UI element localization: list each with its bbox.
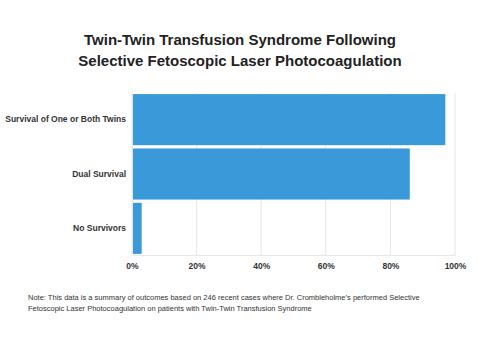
bars <box>132 94 445 254</box>
grid-line <box>132 93 133 255</box>
y-axis-line <box>132 94 133 256</box>
note-line: Note: This data is a summary of outcomes… <box>28 293 420 302</box>
plot: 0% 20% 40% 60% 80% 100% Survival of One or Bot… <box>5 93 467 271</box>
x-tick-label: 0% <box>126 261 139 271</box>
bar <box>132 203 142 254</box>
chart: Twin-Twin Transfusion Syndrome Following… <box>0 0 480 360</box>
x-tick: 80% <box>382 255 399 271</box>
x-tick-label: 40% <box>253 261 270 271</box>
note: Note: This data is a summary of outcomes… <box>28 293 420 313</box>
y-tick-label: Dual Survival <box>72 169 126 179</box>
x-tick-label: 80% <box>382 261 399 271</box>
grid-line <box>455 93 456 255</box>
y-axis: Survival of One or Both Twins Dual Surviv… <box>5 94 132 256</box>
x-tick-label: 100% <box>445 261 467 271</box>
x-tick-label: 60% <box>318 261 335 271</box>
x-tick: 60% <box>318 255 335 271</box>
bar <box>132 94 445 145</box>
title-line: Selective Fetoscopic Laser Photocoagulat… <box>78 52 401 69</box>
y-tick-label: Survival of One or Both Twins <box>5 114 126 124</box>
x-tick: 40% <box>253 255 270 271</box>
x-tick: 0% <box>126 255 139 271</box>
y-tick-label: No Survivors <box>73 223 126 233</box>
y-tick: No Survivors <box>73 223 132 233</box>
y-tick: Survival of One or Both Twins <box>5 114 132 124</box>
x-tick: 20% <box>189 255 206 271</box>
x-axis: 0% 20% 40% 60% 80% 100% <box>126 255 466 271</box>
grid <box>132 93 455 255</box>
x-tick-label: 20% <box>189 261 206 271</box>
note-line: Fetoscopic Laser Photocoagulation on pat… <box>28 304 312 313</box>
x-tick: 100% <box>445 255 467 271</box>
title-line: Twin-Twin Transfusion Syndrome Following <box>84 31 396 48</box>
x-axis-line <box>133 255 456 256</box>
y-tick: Dual Survival <box>72 169 132 179</box>
bar <box>132 148 410 199</box>
title: Twin-Twin Transfusion Syndrome Following… <box>78 31 401 69</box>
